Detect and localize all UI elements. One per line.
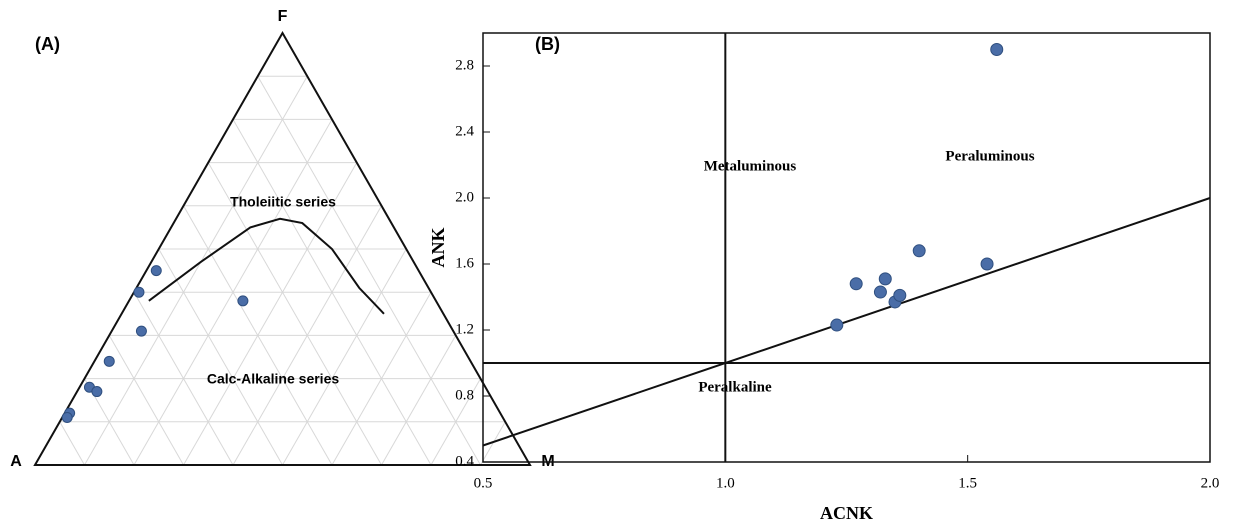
point — [912, 244, 926, 258]
grid-line — [59, 421, 85, 466]
point — [873, 285, 887, 299]
x-tick-label: 1.0 — [716, 475, 735, 491]
x-tick-label: 1.5 — [958, 475, 977, 491]
grid-line — [108, 335, 184, 466]
vertex-label: F — [278, 8, 288, 25]
y-tick-label: 0.4 — [455, 453, 474, 469]
point — [135, 325, 147, 337]
annotation: Calc-Alkaline series — [207, 371, 340, 387]
region-label: Metaluminous — [704, 158, 797, 174]
grid-line — [158, 248, 283, 466]
point — [849, 277, 863, 291]
boundary-curve — [148, 217, 385, 315]
grid-line — [430, 378, 481, 466]
grid-line — [282, 248, 407, 466]
y-tick-label: 2.0 — [455, 189, 474, 205]
y-tick-label: 2.8 — [455, 57, 474, 73]
x-tick-label: 2.0 — [1201, 475, 1220, 491]
grid-line — [133, 291, 234, 466]
point — [61, 411, 73, 423]
panel-label: (B) — [535, 34, 560, 54]
region-label: Peralkaline — [698, 379, 772, 395]
point — [990, 43, 1004, 56]
triangle-frame — [33, 30, 532, 466]
y-axis-label: ANK — [428, 228, 448, 268]
grid-line — [183, 162, 358, 466]
grid-line — [207, 162, 382, 466]
point — [237, 295, 249, 307]
point — [878, 272, 892, 286]
point — [91, 386, 103, 398]
point — [980, 257, 994, 271]
y-tick-label: 0.8 — [455, 387, 474, 403]
grid-line — [331, 291, 432, 466]
panel-label: (A) — [35, 34, 60, 54]
grid-line — [381, 335, 457, 466]
x-tick-label: 0.5 — [474, 475, 493, 491]
y-tick-label: 1.2 — [455, 321, 474, 337]
plot-frame — [482, 32, 1211, 463]
region-label: Peraluminous — [945, 148, 1034, 164]
x-axis-label: ACNK — [820, 503, 873, 523]
grid-line — [480, 421, 506, 466]
y-tick-label: 2.4 — [455, 123, 474, 139]
reference-line — [482, 197, 1211, 447]
point — [830, 318, 844, 332]
grid-line — [84, 75, 308, 466]
vertex-label: A — [10, 453, 22, 470]
point — [893, 288, 907, 302]
grid-line — [257, 75, 481, 466]
point — [103, 355, 115, 367]
y-tick-label: 1.6 — [455, 255, 474, 271]
annotation: Tholeiitic series — [230, 194, 336, 210]
point — [150, 265, 162, 277]
point — [133, 286, 145, 298]
